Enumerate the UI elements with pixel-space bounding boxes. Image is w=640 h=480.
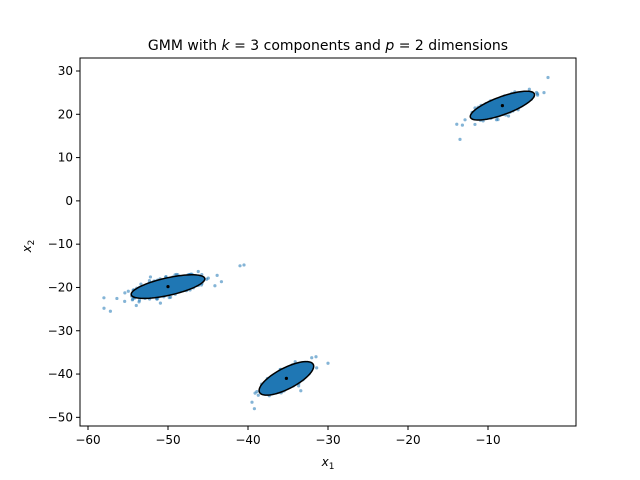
data-point [196, 269, 200, 274]
data-point [297, 384, 301, 388]
data-point [536, 92, 540, 96]
x-axis-label: x1 [321, 455, 335, 472]
data-point [455, 122, 459, 126]
data-point [527, 87, 531, 91]
component-mean-2 [284, 376, 288, 380]
data-point [215, 273, 219, 277]
component-mean-1 [166, 284, 170, 289]
data-point [463, 118, 467, 122]
component-mean-3 [500, 104, 504, 108]
y-tick-label: −50 [48, 410, 73, 424]
data-point [158, 301, 163, 305]
data-point [206, 276, 210, 280]
data-point [458, 137, 462, 141]
data-point [460, 123, 464, 127]
x-tick-label: −40 [235, 433, 260, 447]
data-point [310, 356, 314, 360]
data-point [102, 296, 106, 300]
data-point [102, 306, 106, 310]
data-point [255, 389, 259, 394]
data-point [108, 309, 112, 313]
y-tick-label: −40 [48, 367, 73, 381]
data-point [126, 289, 130, 293]
data-point [148, 275, 153, 279]
data-point [238, 264, 242, 268]
y-tick-label: 10 [58, 151, 73, 165]
data-point [542, 91, 546, 95]
chart-title: GMM with k = 3 components and p = 2 dime… [148, 38, 508, 54]
data-point [115, 296, 119, 301]
data-point [139, 282, 143, 286]
data-point [219, 280, 224, 284]
data-point [130, 298, 135, 302]
y-tick-label: −20 [48, 280, 73, 294]
data-point [242, 263, 246, 267]
data-point [123, 299, 127, 303]
component-ellipses [130, 90, 536, 396]
data-point [123, 291, 127, 295]
y-tick-label: 0 [65, 194, 73, 208]
data-point [137, 300, 141, 304]
y-tick-label: −30 [48, 324, 73, 338]
data-point [496, 117, 500, 122]
data-point [252, 407, 256, 411]
data-point [299, 389, 303, 393]
data-point [326, 361, 330, 365]
y-axis-label: x2 [20, 240, 37, 254]
x-tick-label: −60 [75, 433, 100, 447]
data-point [167, 295, 171, 300]
x-tick-label: −30 [315, 433, 340, 447]
y-tick-label: −10 [48, 237, 73, 251]
x-tick-label: −10 [475, 433, 500, 447]
data-point [256, 393, 260, 397]
x-tick-label: −20 [395, 433, 420, 447]
data-point [506, 114, 511, 118]
y-tick-label: 30 [58, 64, 73, 78]
y-tick-label: 20 [58, 107, 73, 121]
data-point [134, 303, 138, 308]
data-point [315, 366, 319, 370]
data-point [473, 122, 477, 127]
data-point [250, 400, 254, 404]
x-tick-label: −50 [155, 433, 180, 447]
data-point [546, 75, 550, 80]
data-point [314, 355, 318, 359]
data-point [213, 284, 217, 288]
